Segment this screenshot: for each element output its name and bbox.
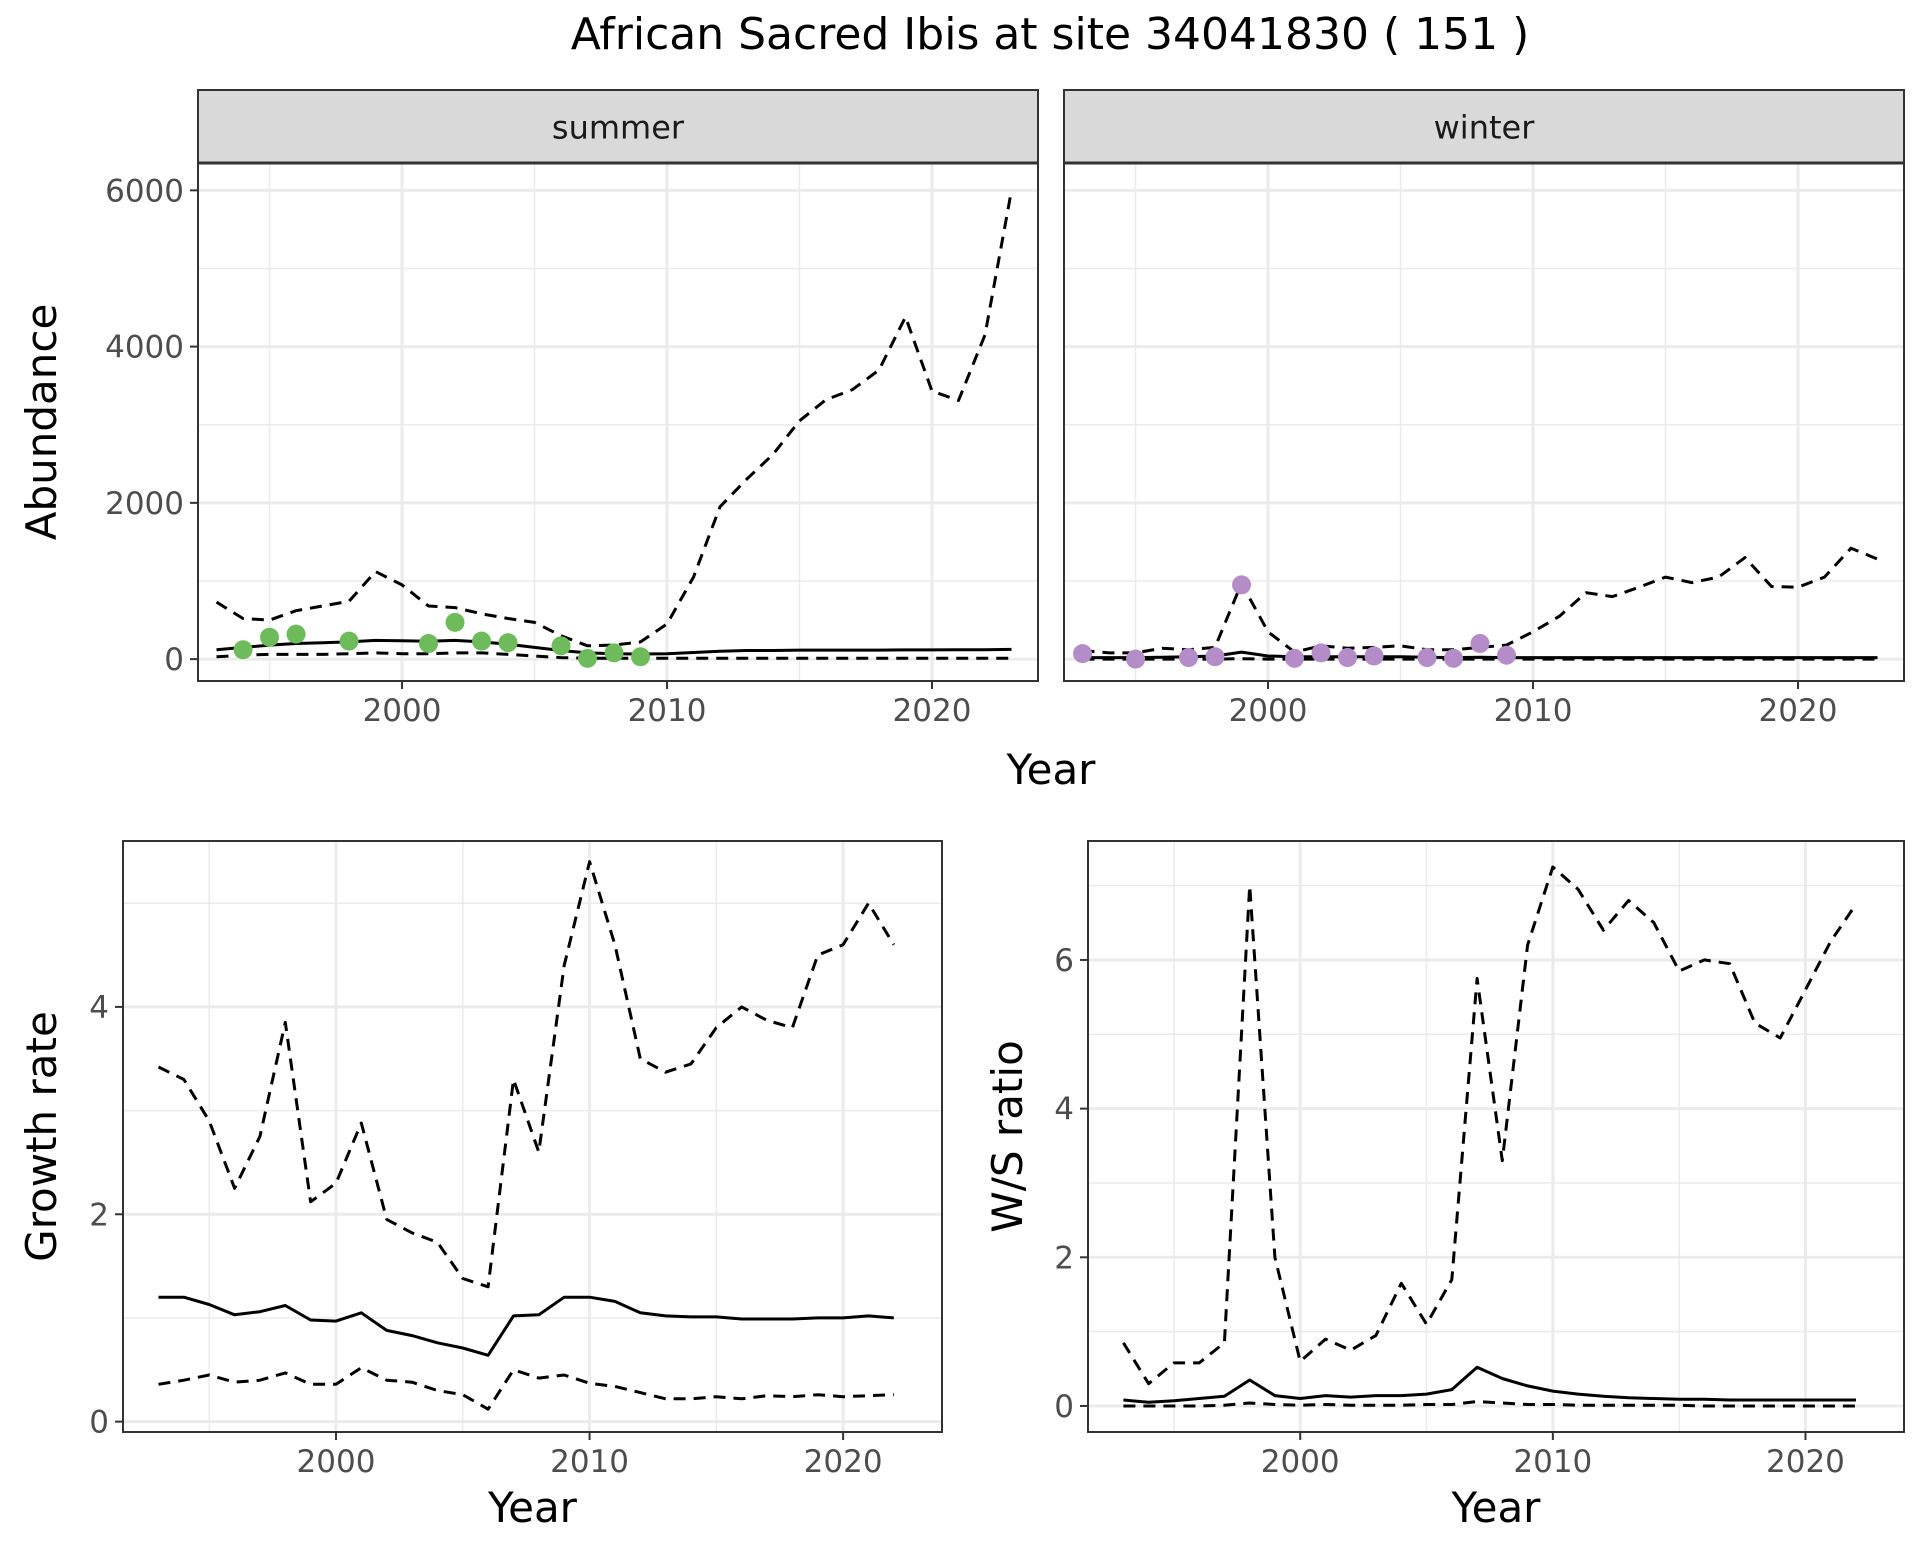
data-point [419, 633, 439, 653]
x-tick-label: 2010 [1513, 1444, 1592, 1480]
interval-line-1 [157, 860, 896, 1289]
data-point [472, 631, 492, 651]
figure-title: African Sacred Ibis at site 34041830 ( 1… [571, 9, 1529, 60]
plot-background [1064, 163, 1904, 681]
data-point [1126, 649, 1146, 669]
data-point [1311, 643, 1331, 663]
panel-border [1087, 840, 1905, 1433]
data-point [339, 631, 359, 651]
panel-winter: winter 2000 2010 2020 [1063, 89, 1905, 729]
x-tick-label: 2000 [363, 693, 442, 729]
estimate-line-0 [158, 1295, 894, 1357]
x-tick-label: 2010 [550, 1444, 629, 1480]
y-tick-label: 6 [1054, 943, 1074, 979]
data-point [498, 633, 518, 653]
x-axis-label-shared: Year [1006, 745, 1097, 794]
data-point [445, 612, 465, 632]
y-tick-label: 6000 [105, 173, 184, 209]
panel-border [122, 840, 943, 1433]
y-tick-label: 4 [1054, 1092, 1074, 1128]
data-point [1232, 575, 1252, 595]
estimate-line-0 [1123, 1365, 1856, 1404]
x-tick-label: 2020 [804, 1444, 883, 1480]
y-axis-label: Abundance [17, 304, 66, 541]
interval-line-2 [1123, 1400, 1856, 1408]
x-axis-label: Year [487, 1483, 578, 1532]
x-tick-label: 2000 [1229, 693, 1308, 729]
data-point [1073, 644, 1093, 664]
facet-strip [1063, 89, 1905, 164]
panel-growth: 2000 2010 2020 0 2 4 Growth rate Year [17, 840, 943, 1532]
x-tick-label: 2010 [1494, 693, 1573, 729]
facet-strip [197, 89, 1039, 164]
data-point [631, 647, 651, 667]
x-tick-label: 2010 [628, 693, 707, 729]
y-tick-label: 0 [1054, 1389, 1074, 1425]
data-point [578, 648, 598, 668]
data-point [1205, 647, 1225, 667]
data-point [1470, 633, 1490, 653]
interval-line-1 [1082, 546, 1879, 655]
facet-strip-label: winter [1434, 109, 1536, 147]
y-tick-label: 2 [89, 1197, 109, 1233]
plot-background [1088, 841, 1904, 1432]
data-point [551, 636, 571, 656]
panel-ws_ratio: 2000 2010 2020 0 2 4 6 W/S ratio Year [983, 840, 1905, 1532]
y-axis-label: Growth rate [17, 1011, 66, 1262]
x-axis-label: Year [1451, 1483, 1542, 1532]
plot-background [198, 163, 1038, 681]
y-tick-label: 4 [89, 990, 109, 1026]
x-tick-label: 2020 [1759, 693, 1838, 729]
data-point [260, 627, 280, 647]
y-tick-label: 0 [164, 642, 184, 678]
plot-background [123, 841, 942, 1432]
data-point [1417, 648, 1437, 668]
interval-line-1 [1122, 865, 1858, 1386]
data-point [286, 624, 306, 644]
panel-summer: summer 2000 2010 2020 0 2000 4000 6000 Abundance [17, 89, 1039, 729]
data-point [604, 643, 624, 663]
y-tick-label: 2 [1054, 1240, 1074, 1276]
x-tick-label: 2000 [1261, 1444, 1340, 1480]
facet-strip-label: summer [552, 109, 685, 147]
data-point [1497, 645, 1517, 665]
data-point [1364, 646, 1384, 666]
x-tick-label: 2020 [1766, 1444, 1845, 1480]
interval-line-2 [158, 1366, 894, 1411]
data-point [1338, 648, 1358, 668]
y-axis-label: W/S ratio [983, 1040, 1032, 1233]
data-point [1179, 648, 1199, 668]
data-point [1285, 648, 1305, 668]
y-tick-label: 4000 [105, 330, 184, 366]
interval-line-2 [216, 651, 1012, 660]
data-point [1444, 648, 1464, 668]
data-point [233, 640, 253, 660]
x-tick-label: 2020 [893, 693, 972, 729]
y-tick-label: 0 [89, 1405, 109, 1441]
x-tick-label: 2000 [297, 1444, 376, 1480]
y-tick-label: 2000 [105, 486, 184, 522]
